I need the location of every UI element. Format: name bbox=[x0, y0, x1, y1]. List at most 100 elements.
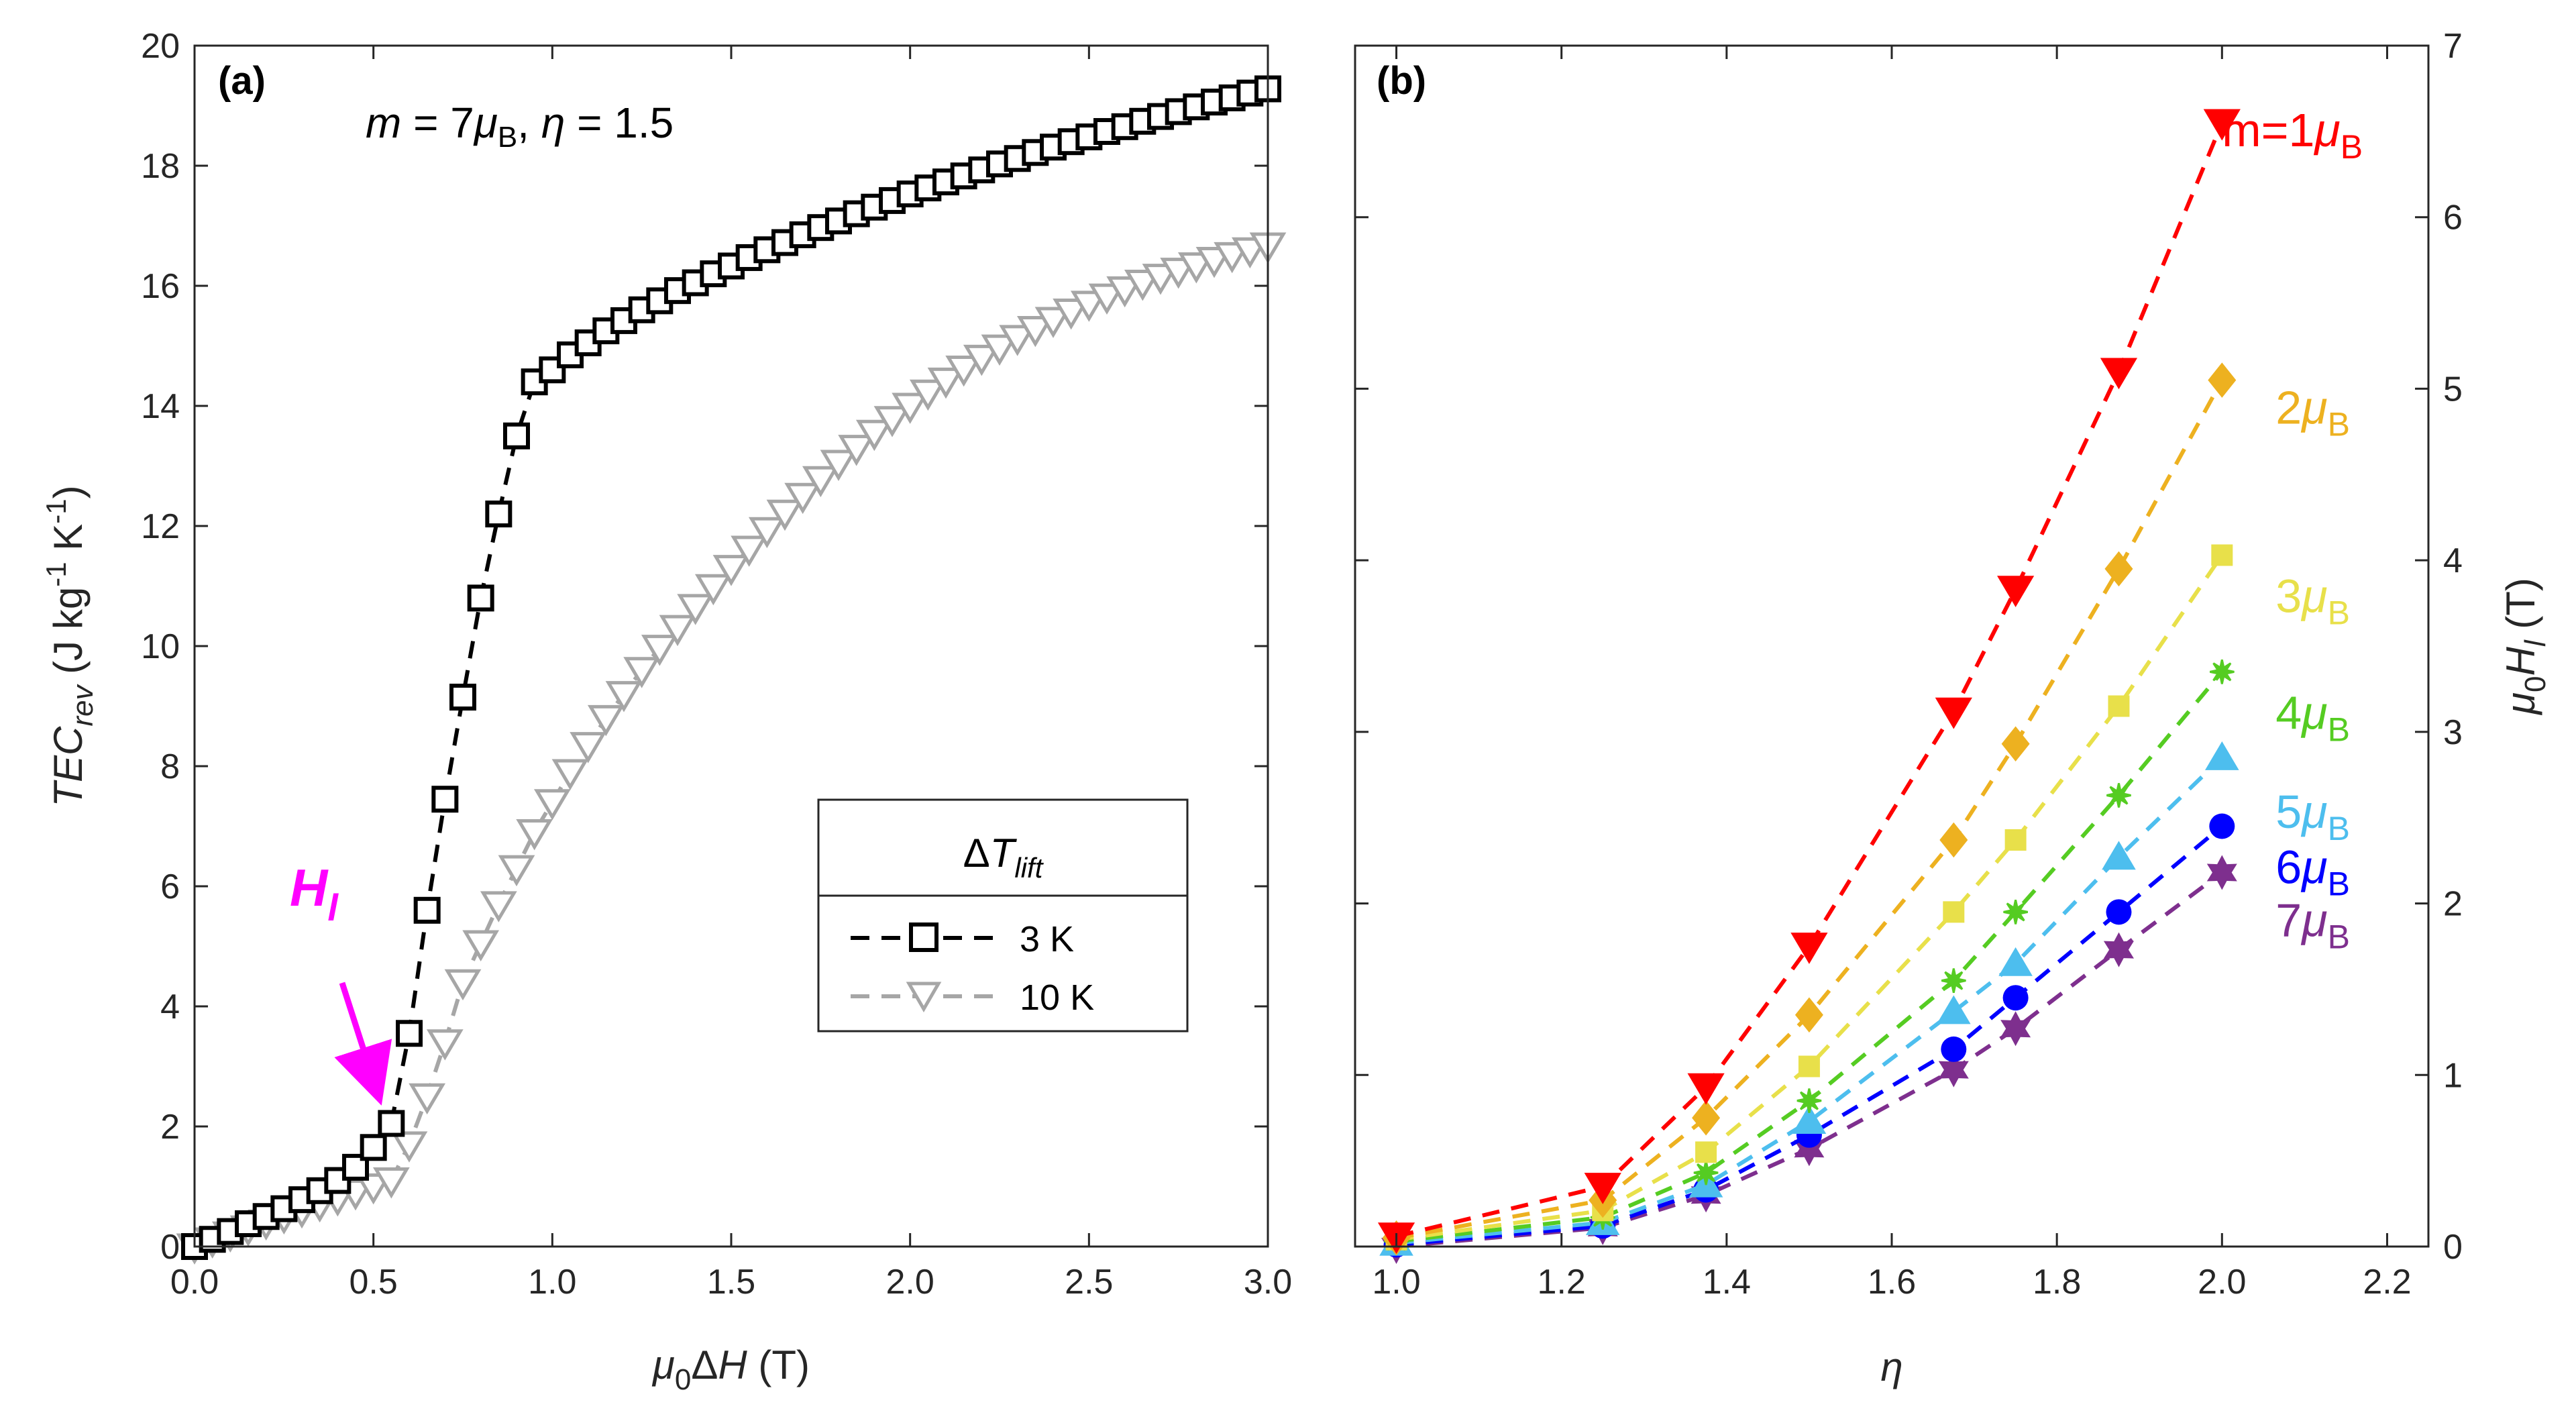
data-point bbox=[1106, 276, 1144, 308]
panel-a-xlabel: μ0ΔH (T) bbox=[651, 1342, 810, 1396]
data-point bbox=[1943, 901, 1965, 923]
data-point bbox=[1053, 298, 1090, 330]
data-point bbox=[2004, 829, 2027, 851]
data-point bbox=[1124, 270, 1161, 301]
data-point bbox=[409, 1083, 446, 1115]
panel-b-y-tick-label: 6 bbox=[2443, 199, 2463, 237]
series-label: m=1μB bbox=[2222, 104, 2363, 166]
data-point bbox=[1937, 995, 1971, 1024]
data-point bbox=[981, 334, 1018, 366]
data-point bbox=[1796, 1088, 1822, 1114]
data-point bbox=[623, 657, 661, 688]
data-point bbox=[784, 482, 822, 515]
data-point bbox=[485, 500, 513, 528]
panel-a-x-tick-label: 3.0 bbox=[1244, 1263, 1292, 1302]
panel-a-y-ticks: 0 2 4 6 8 10 12 14 16 18 20 bbox=[141, 27, 1268, 1267]
data-point bbox=[1693, 1160, 1719, 1185]
data-point bbox=[1070, 291, 1108, 322]
legend-title: ΔTlift bbox=[963, 831, 1044, 884]
panel-a-chart: 0.0 0.5 1.0 1.5 2.0 2.5 3.0 02468101214161820 … bbox=[40, 27, 1292, 1396]
data-point bbox=[855, 419, 893, 452]
data-point bbox=[694, 574, 732, 606]
series-label: 2μB bbox=[2275, 382, 2350, 443]
data-point bbox=[748, 517, 786, 549]
data-point bbox=[766, 499, 804, 531]
data-point bbox=[2203, 109, 2241, 141]
panel-b-xlabel: η bbox=[1880, 1344, 1902, 1389]
panel-b-x-tick-label: 1.6 bbox=[1868, 1263, 1916, 1302]
data-point bbox=[533, 789, 571, 821]
data-point bbox=[802, 466, 839, 498]
data-point bbox=[1794, 997, 1823, 1033]
series-label: 3μB bbox=[2275, 570, 2350, 631]
legend-label-10k: 10 K bbox=[1020, 978, 1094, 1018]
panel-a-x-tick-label: 2.0 bbox=[886, 1263, 934, 1302]
data-point bbox=[2003, 899, 2029, 925]
data-point bbox=[659, 615, 696, 647]
data-point bbox=[2102, 841, 2136, 870]
data-point bbox=[390, 1131, 428, 1163]
data-point bbox=[927, 367, 965, 399]
data-point bbox=[2002, 985, 2029, 1011]
series-line bbox=[1396, 553, 2224, 1242]
legend-entry-10k: 10 K bbox=[851, 978, 1094, 1018]
panel-a-y-tick-label: 16 bbox=[141, 267, 180, 306]
data-point bbox=[1939, 822, 1968, 858]
data-point bbox=[731, 535, 768, 567]
series-label: 5μB bbox=[2275, 786, 2350, 847]
panel-a-y-tick-label: 10 bbox=[141, 627, 180, 666]
data-point bbox=[503, 422, 530, 450]
data-point bbox=[570, 732, 607, 763]
data-point bbox=[1941, 968, 1966, 994]
data-point bbox=[909, 379, 947, 411]
data-point bbox=[480, 891, 517, 922]
series-line bbox=[1396, 825, 2224, 1247]
legend-box bbox=[817, 798, 1189, 1033]
data-point bbox=[1798, 1055, 1820, 1077]
panel-a-y-tick-label: 14 bbox=[141, 387, 180, 426]
data-point bbox=[516, 819, 553, 851]
data-point bbox=[712, 555, 750, 586]
panel-b-label: (b) bbox=[1377, 59, 1426, 103]
series-label: 6μB bbox=[2275, 841, 2350, 903]
legend-entry-3k: 3 K bbox=[851, 919, 1074, 959]
data-point bbox=[2209, 813, 2235, 839]
data-point bbox=[2108, 695, 2130, 717]
series-4muB bbox=[1384, 659, 2235, 1254]
panel-b-y-tick-label: 5 bbox=[2443, 370, 2463, 409]
data-point bbox=[2209, 659, 2235, 684]
series-3k bbox=[181, 75, 1281, 1260]
data-point bbox=[449, 684, 476, 711]
data-point bbox=[378, 1110, 405, 1137]
data-point bbox=[1142, 264, 1179, 295]
data-point bbox=[838, 435, 875, 466]
series-label: 7μB bbox=[2275, 894, 2350, 956]
panel-a-x-tick-label: 1.0 bbox=[528, 1263, 576, 1302]
data-point bbox=[1016, 315, 1054, 348]
panel-b-x-tick-label: 1.0 bbox=[1372, 1263, 1420, 1302]
data-point bbox=[2106, 783, 2131, 808]
panel-b-y-tick-label: 4 bbox=[2443, 541, 2463, 580]
data-point bbox=[396, 1020, 423, 1047]
data-point bbox=[2001, 726, 2030, 762]
data-point bbox=[1935, 697, 1972, 729]
data-point bbox=[2000, 1011, 2031, 1047]
panel-a-label: (a) bbox=[218, 59, 266, 103]
panel-a-y-tick-label: 2 bbox=[160, 1108, 180, 1147]
data-point bbox=[1792, 1105, 1827, 1134]
data-point bbox=[2208, 362, 2237, 398]
data-point bbox=[1997, 576, 2035, 608]
data-point bbox=[1088, 283, 1126, 315]
data-point bbox=[999, 325, 1036, 356]
panel-a-y-tick-label: 6 bbox=[160, 867, 180, 906]
data-point bbox=[1692, 1100, 1721, 1136]
data-point bbox=[1941, 1036, 1967, 1062]
series-line bbox=[1396, 871, 2224, 1249]
data-point bbox=[1790, 933, 1828, 964]
data-point bbox=[431, 786, 459, 813]
data-point bbox=[2211, 544, 2233, 566]
series-line bbox=[1396, 670, 2224, 1244]
data-point bbox=[2104, 551, 2133, 587]
panel-a-y-tick-label: 0 bbox=[160, 1228, 180, 1267]
